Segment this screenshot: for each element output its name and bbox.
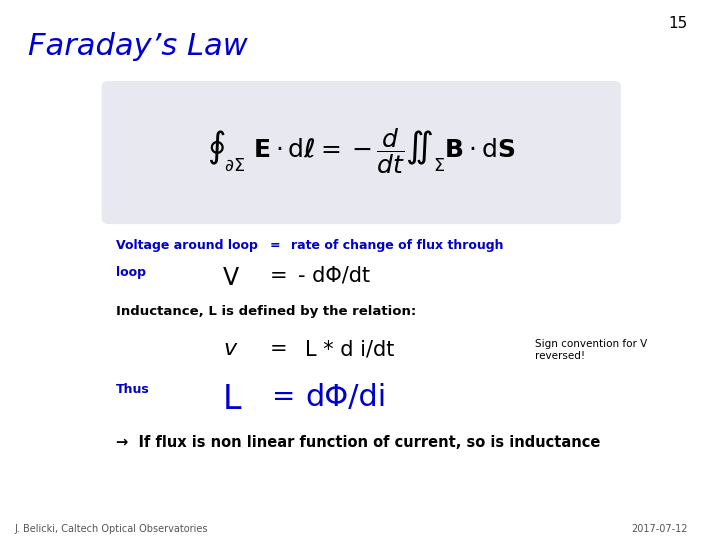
Text: $\oint_{\partial\Sigma}\ \mathbf{E}\cdot\mathrm{d}\boldsymbol{\ell}= -\dfrac{d}{: $\oint_{\partial\Sigma}\ \mathbf{E}\cdot… [207,126,516,176]
Text: V: V [223,266,239,289]
Text: 15: 15 [668,16,688,31]
Text: =: = [270,266,288,286]
Text: 2017-07-12: 2017-07-12 [631,523,688,534]
FancyBboxPatch shape [102,81,621,224]
Text: Voltage around loop: Voltage around loop [116,239,258,252]
Text: J. Belicki, Caltech Optical Observatories: J. Belicki, Caltech Optical Observatorie… [14,523,207,534]
Text: =: = [270,339,288,359]
Text: - dΦ/dt: - dΦ/dt [298,266,370,286]
Text: →  If flux is non linear function of current, so is inductance: → If flux is non linear function of curr… [116,435,600,450]
Text: L: L [223,383,242,416]
Text: loop: loop [116,266,145,279]
Text: =: = [270,239,281,252]
Text: L * d i/dt: L * d i/dt [305,339,395,359]
Text: Inductance, L is defined by the relation:: Inductance, L is defined by the relation… [116,305,416,318]
Text: Sign convention for V
reversed!: Sign convention for V reversed! [534,339,647,361]
Text: dΦ/di: dΦ/di [305,383,387,413]
Text: =: = [272,383,296,411]
Text: Thus: Thus [116,383,150,396]
Text: Faraday’s Law: Faraday’s Law [28,32,248,62]
Text: rate of change of flux through: rate of change of flux through [291,239,504,252]
Text: v: v [223,339,236,359]
